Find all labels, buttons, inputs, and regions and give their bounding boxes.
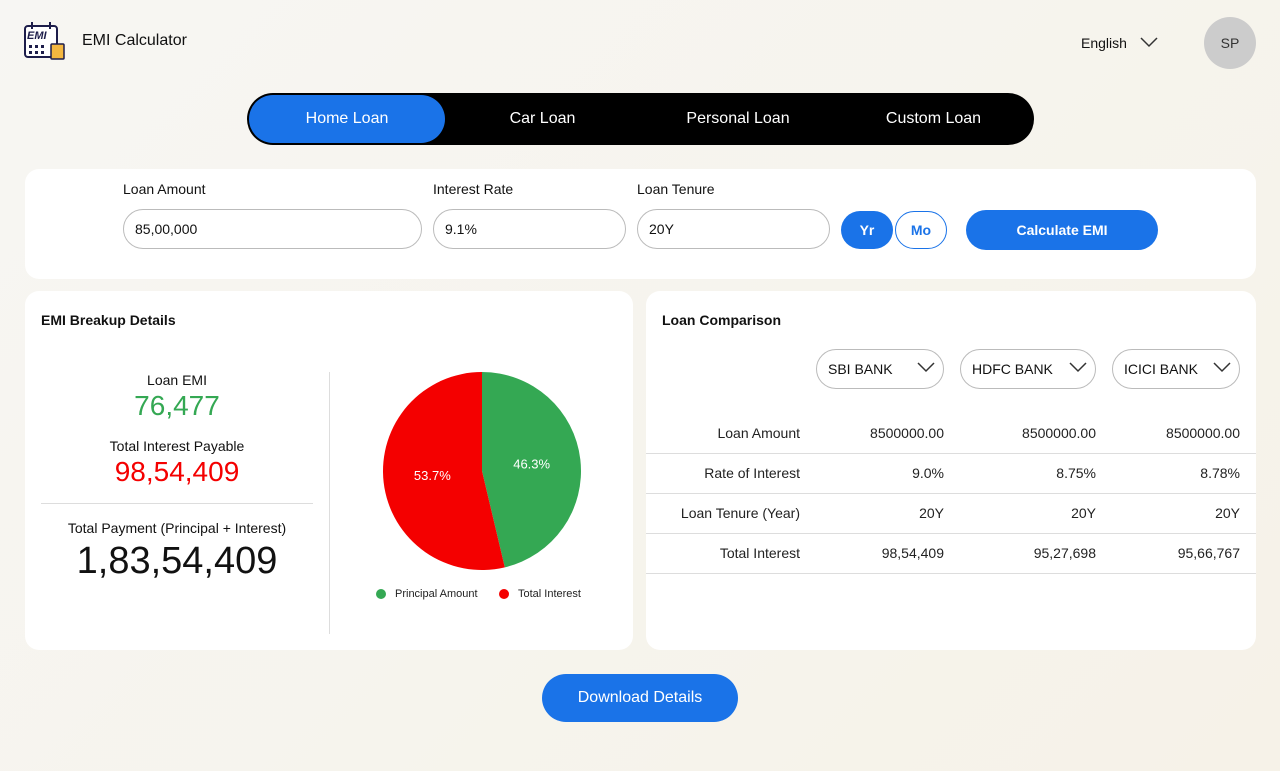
- row-label: Total Interest: [719, 545, 800, 561]
- cell-value: 20Y: [919, 505, 944, 521]
- cell-value: 95,66,767: [1177, 545, 1240, 561]
- row-label: Rate of Interest: [704, 465, 800, 481]
- stat-label: Total Payment (Principal + Interest): [67, 520, 287, 536]
- cell-value: 9.0%: [912, 465, 944, 481]
- row-border: [646, 453, 1256, 454]
- chevron-path: [1213, 362, 1231, 373]
- field-label: Loan Tenure: [637, 181, 715, 197]
- unit-button[interactable]: Mo: [895, 211, 947, 249]
- logo: EMI: [24, 22, 65, 60]
- cell-value: 8500000.00: [870, 425, 944, 441]
- legend-dot: [499, 589, 509, 599]
- input[interactable]: 85,00,000: [123, 209, 422, 249]
- divider: [41, 503, 313, 504]
- row-label: Loan Amount: [717, 425, 800, 441]
- card-title: Loan Comparison: [662, 312, 782, 328]
- tab[interactable]: Home Loan: [249, 95, 445, 143]
- stat-value: 98,54,409: [114, 456, 240, 487]
- bank-select[interactable]: SBI BANK: [816, 349, 944, 389]
- card-title: EMI Breakup Details: [41, 312, 176, 328]
- app-title: EMI Calculator: [82, 32, 187, 49]
- input[interactable]: 20Y: [637, 209, 830, 249]
- cell-value: 20Y: [1071, 505, 1096, 521]
- tab[interactable]: Custom Loan: [885, 110, 982, 127]
- bank-select[interactable]: ICICI BANK: [1112, 349, 1240, 389]
- divider: [329, 372, 330, 634]
- chevron: [1213, 362, 1231, 373]
- pie-slice: [482, 372, 581, 568]
- cell-value: 8.75%: [1056, 465, 1096, 481]
- field-label: Loan Amount: [123, 181, 206, 197]
- legend-label: Total Interest: [518, 588, 581, 600]
- row-border: [646, 573, 1256, 574]
- download-button[interactable]: Download Details: [542, 674, 738, 722]
- language-select[interactable]: English: [1081, 35, 1127, 51]
- stat-label: Loan EMI: [147, 372, 207, 388]
- chevron-path: [1069, 362, 1087, 373]
- stat-value: 1,83,54,409: [76, 540, 278, 582]
- calculate-button[interactable]: Calculate EMI: [966, 210, 1158, 250]
- pie-slice: [382, 372, 505, 570]
- bank-select[interactable]: HDFC BANK: [960, 349, 1096, 389]
- slice-label: 46.3%: [513, 457, 550, 472]
- tab[interactable]: Car Loan: [509, 110, 576, 127]
- row-label: Loan Tenure (Year): [680, 505, 800, 521]
- logo-text: EMI: [27, 30, 48, 42]
- cell-value: 98,54,409: [881, 545, 944, 561]
- chevron: [1140, 37, 1158, 48]
- pie-chart: 46.3% 53.7% Principal Amount Total Interest: [376, 372, 581, 600]
- chevron: [1069, 362, 1087, 373]
- loan-tabs: Home Loan Car Loan Personal Loan Custom Loa…: [247, 93, 1034, 145]
- cell-value: 8500000.00: [1166, 425, 1240, 441]
- avatar[interactable]: SP: [1204, 17, 1256, 69]
- cell-value: 8.78%: [1200, 465, 1240, 481]
- legend-label: Principal Amount: [395, 588, 478, 600]
- chevron: [917, 362, 935, 373]
- stat-value: 76,477: [134, 390, 220, 421]
- slice-label: 53.7%: [414, 468, 451, 483]
- input[interactable]: 9.1%: [433, 209, 626, 249]
- unit-button[interactable]: Yr: [841, 211, 893, 249]
- cell-value: 20Y: [1215, 505, 1240, 521]
- chevron-path: [917, 362, 935, 373]
- cell-value: 95,27,698: [1033, 545, 1096, 561]
- tab[interactable]: Personal Loan: [686, 110, 790, 127]
- row-border: [646, 493, 1256, 494]
- comparison-card: [646, 291, 1256, 650]
- row-border: [646, 533, 1256, 534]
- cell-value: 8500000.00: [1022, 425, 1096, 441]
- field-label: Interest Rate: [433, 181, 514, 197]
- stat-label: Total Interest Payable: [109, 438, 245, 454]
- legend-dot: [376, 589, 386, 599]
